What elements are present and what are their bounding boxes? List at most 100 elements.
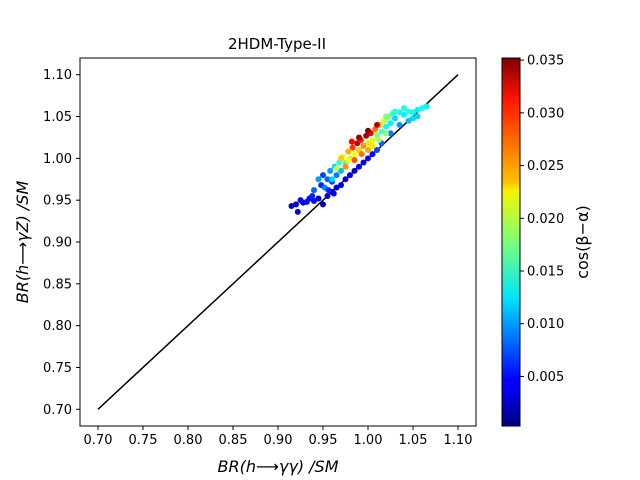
data-point — [345, 157, 352, 164]
data-point — [342, 163, 349, 170]
data-point — [392, 108, 398, 115]
y-tick-label: 0.90 — [43, 236, 72, 251]
data-point — [320, 172, 326, 179]
colorbar-tick-label: 0.005 — [527, 370, 564, 385]
data-point — [348, 138, 355, 145]
data-point — [414, 113, 421, 120]
data-point — [315, 195, 322, 202]
data-point — [401, 111, 407, 118]
x-tick-label: 0.75 — [129, 433, 158, 448]
colorbar-label: cos(β−α) — [573, 205, 592, 279]
y-axis: 0.70 0.75 0.80 0.85 0.90 0.95 1.00 1.05 1.10 — [43, 68, 80, 418]
x-tick-label: 0.85 — [219, 433, 248, 448]
data-point — [374, 147, 380, 153]
data-point — [329, 176, 335, 183]
y-tick-label: 1.10 — [43, 68, 72, 83]
colorbar — [501, 57, 521, 427]
colorbar-tick-label: 0.030 — [527, 106, 564, 121]
colorbar-tick-label: 0.035 — [527, 54, 564, 69]
data-point — [338, 182, 344, 189]
data-point — [324, 176, 331, 183]
colorbar-tick-label: 0.020 — [527, 212, 564, 227]
data-point — [369, 142, 376, 149]
data-point — [351, 157, 358, 164]
x-tick-label: 1.05 — [399, 433, 428, 448]
colorbar-tick-label: 0.025 — [527, 159, 564, 174]
x-tick-label: 1.00 — [354, 433, 383, 448]
data-point — [333, 184, 340, 191]
x-tick-label: 0.80 — [174, 433, 203, 448]
data-point — [383, 123, 389, 130]
data-point — [349, 144, 356, 151]
plot-area — [97, 74, 459, 410]
data-point — [369, 136, 376, 143]
data-point — [309, 193, 316, 199]
data-point — [330, 190, 337, 197]
chart-title: 2HDM-Type-II — [228, 35, 326, 53]
colorbar-tick-label: 0.015 — [527, 264, 564, 279]
colorbar-tick-label: 0.010 — [527, 317, 564, 332]
data-point — [410, 109, 416, 116]
data-point — [338, 167, 344, 174]
x-tick-label: 0.70 — [84, 433, 113, 448]
y-tick-label: 0.95 — [43, 194, 72, 209]
data-point — [294, 208, 301, 215]
data-point — [356, 134, 362, 141]
data-point — [374, 131, 380, 138]
data-point — [320, 201, 326, 208]
data-point — [383, 130, 389, 137]
data-point — [360, 159, 367, 166]
data-point — [338, 155, 344, 162]
data-point — [383, 113, 389, 120]
data-point — [365, 127, 371, 134]
y-tick-label: 0.85 — [43, 277, 72, 292]
x-tick-label: 1.10 — [444, 433, 473, 448]
y-tick-label: 0.75 — [43, 361, 72, 376]
data-point — [311, 198, 317, 205]
data-point — [396, 109, 403, 116]
data-point — [363, 132, 370, 139]
data-point — [333, 172, 340, 179]
colorbar-ticks: 0.005 0.010 0.015 0.020 0.025 0.030 0.035 — [520, 54, 564, 385]
data-point — [414, 106, 421, 113]
data-point — [405, 117, 412, 124]
data-point — [324, 193, 331, 199]
data-point — [351, 167, 358, 174]
data-point — [325, 187, 332, 194]
data-point — [347, 172, 353, 179]
data-point — [360, 142, 367, 149]
data-point — [419, 105, 425, 112]
data-point — [356, 163, 362, 170]
data-point — [315, 176, 322, 183]
data-point — [423, 103, 430, 110]
data-point — [345, 148, 352, 155]
x-tick-label: 0.90 — [264, 433, 293, 448]
data-point — [410, 115, 416, 122]
y-tick-label: 0.80 — [43, 319, 72, 334]
data-point — [405, 108, 412, 115]
data-point — [333, 165, 340, 172]
data-point — [293, 201, 299, 208]
data-point — [288, 203, 295, 210]
data-point — [365, 155, 371, 162]
data-point — [365, 147, 371, 153]
data-point — [351, 151, 358, 158]
data-point — [375, 136, 382, 143]
data-point — [387, 130, 394, 137]
data-point — [396, 121, 403, 128]
data-point — [374, 121, 380, 128]
x-tick-label: 0.95 — [309, 433, 338, 448]
data-point — [327, 167, 334, 174]
data-point — [358, 151, 365, 158]
x-axis-label: BR(h⟶γγ) /SM — [217, 457, 338, 476]
y-axis-label: BR(h⟶γZ) /SM — [13, 181, 32, 304]
data-point — [401, 105, 407, 112]
y-tick-label: 0.70 — [43, 403, 72, 418]
data-point — [303, 198, 310, 205]
x-axis: 0.70 0.75 0.80 0.85 0.90 0.95 1.00 1.05 1.10 — [84, 426, 473, 448]
data-point — [378, 128, 385, 135]
data-point — [387, 120, 394, 127]
data-point — [342, 176, 349, 183]
reference-line — [97, 74, 459, 410]
